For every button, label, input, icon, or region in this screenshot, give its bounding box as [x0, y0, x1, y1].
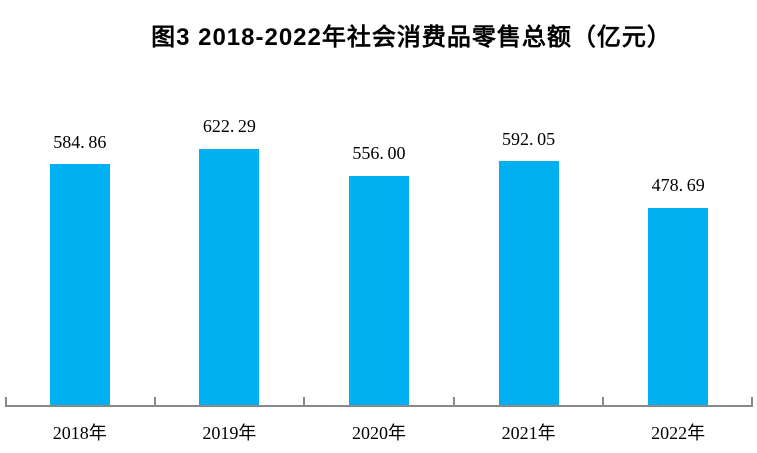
x-axis-tick	[452, 397, 455, 405]
bar	[49, 164, 110, 405]
bar-value-label: 556. 00	[352, 143, 406, 164]
bar-value-label: 622. 29	[202, 116, 256, 137]
bar-column: 592. 05	[454, 117, 604, 405]
x-axis-labels-row: 2018年 2019年 2020年 2021年 2022年	[5, 419, 753, 445]
bar-column: 584. 86	[5, 117, 155, 405]
x-axis-line	[5, 405, 753, 407]
bar	[199, 149, 260, 405]
x-axis-tick	[303, 397, 306, 405]
bar-column: 478. 69	[603, 117, 753, 405]
x-axis-tick	[5, 397, 7, 405]
x-axis-label: 2019年	[202, 423, 257, 443]
x-axis-label: 2021年	[501, 423, 556, 443]
bar-column: 622. 29	[155, 116, 305, 405]
x-axis-label: 2020年	[351, 423, 406, 443]
x-axis-tick	[153, 397, 156, 405]
x-axis-label: 2022年	[651, 423, 706, 443]
bars-row: 584. 86 622. 29 556. 00 592. 05 478. 69	[5, 116, 753, 405]
x-axis-label: 2018年	[52, 423, 107, 443]
bar	[348, 176, 409, 405]
x-axis-tick	[602, 397, 605, 405]
plot-area: 584. 86 622. 29 556. 00 592. 05 478. 69 2018…	[5, 0, 753, 453]
bar	[648, 208, 709, 405]
bar	[498, 161, 559, 405]
bar-value-label: 478. 69	[651, 175, 705, 196]
bar-value-label: 584. 86	[53, 131, 107, 152]
bar-value-label: 592. 05	[502, 128, 556, 149]
chart-title: 图3 2018-2022年社会消费品零售总额（亿元）	[151, 24, 672, 51]
bar-column: 556. 00	[304, 117, 454, 405]
x-axis-tick	[751, 397, 753, 405]
